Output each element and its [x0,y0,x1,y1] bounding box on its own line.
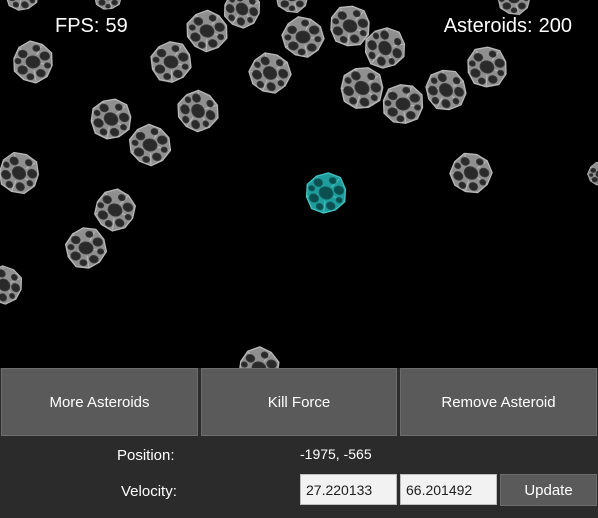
asteroid[interactable] [274,0,310,14]
asteroid[interactable] [587,161,598,187]
asteroid-counter: Asteroids: 200 [444,14,572,38]
asteroid[interactable] [222,0,262,29]
asteroid[interactable] [424,68,468,112]
asteroid[interactable] [449,151,493,195]
velocity-label: Velocity: [121,483,177,500]
asteroid[interactable] [237,346,281,368]
asteroid[interactable] [328,4,372,48]
fps-counter: FPS: 59 [55,14,128,38]
fps-label: FPS: [55,15,100,37]
velocity-x-input[interactable] [300,474,397,505]
asteroid[interactable] [496,0,532,16]
kill-force-button[interactable]: Kill Force [201,368,397,436]
asteroid[interactable] [128,123,172,167]
selected-asteroid[interactable] [304,171,348,215]
position-label: Position: [117,447,175,464]
asteroid-count-value: 200 [538,15,572,37]
asteroid[interactable] [11,40,55,84]
asteroid[interactable] [89,97,133,141]
asteroid[interactable] [185,9,229,53]
asteroid-field[interactable]: FPS: 59 Asteroids: 200 [0,0,598,368]
asteroid[interactable] [363,26,407,70]
more-asteroids-button[interactable]: More Asteroids [1,368,198,436]
remove-asteroid-button[interactable]: Remove Asteroid [400,368,597,436]
asteroid[interactable] [93,0,123,11]
update-button[interactable]: Update [500,474,597,506]
asteroid[interactable] [0,265,24,305]
asteroid[interactable] [149,40,193,84]
asteroid[interactable] [281,15,325,59]
fps-value: 59 [105,15,128,37]
velocity-y-input[interactable] [400,474,497,505]
control-panel: More Asteroids Kill Force Remove Asteroi… [0,368,598,518]
position-value: -1975, -565 [300,446,372,462]
asteroid[interactable] [465,45,509,89]
asteroid[interactable] [176,89,220,133]
asteroid[interactable] [64,226,108,270]
asteroid-count-label: Asteroids: [443,15,533,37]
asteroid[interactable] [248,51,292,95]
asteroid[interactable] [339,65,385,111]
asteroid[interactable] [381,82,425,126]
asteroid[interactable] [4,0,40,12]
asteroid[interactable] [0,151,41,195]
asteroid[interactable] [93,188,137,232]
